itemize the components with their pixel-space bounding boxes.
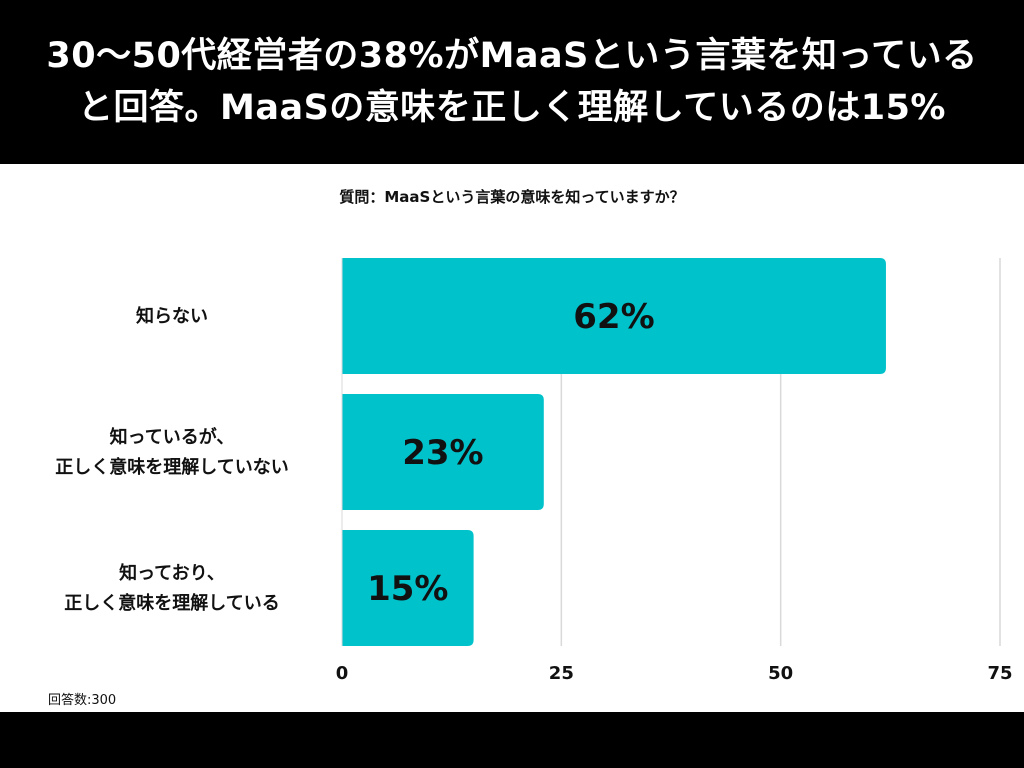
category-label-2-line-1: 正しく意味を理解している bbox=[64, 592, 279, 614]
tick-label-0: 0 bbox=[336, 663, 349, 684]
value-label-1: 23% bbox=[402, 433, 483, 473]
category-label-0-line-0: 知らない bbox=[136, 305, 208, 327]
bar-2 bbox=[342, 530, 474, 646]
tick-label-50: 50 bbox=[768, 663, 793, 684]
value-label-2: 15% bbox=[367, 569, 448, 609]
bar-1 bbox=[342, 394, 544, 510]
title-line-2: と回答。MaaSの意味を正しく理解しているのは15% bbox=[78, 88, 946, 128]
chart-header: 30〜50代経営者の38%がMaaSという言葉を知っている と回答。MaaSの意… bbox=[0, 0, 1024, 164]
value-label-0: 62% bbox=[573, 297, 654, 337]
footer-bar bbox=[0, 712, 1024, 768]
tick-label-75: 75 bbox=[987, 663, 1012, 684]
title-line-1: 30〜50代経営者の38%がMaaSという言葉を知っている bbox=[46, 36, 978, 76]
category-label-0: 知らない bbox=[136, 305, 208, 327]
category-label-2-line-0: 知っており、 bbox=[119, 562, 225, 584]
category-label-1: 知っているが、正しく意味を理解していない bbox=[55, 426, 288, 478]
sample-size: 回答数:300 bbox=[48, 693, 117, 708]
question-text: 質問：MaaSという言葉の意味を知っていますか？ bbox=[339, 188, 685, 206]
category-label-1-line-1: 正しく意味を理解していない bbox=[55, 456, 288, 478]
tick-label-25: 25 bbox=[549, 663, 574, 684]
bar-chart: 0 25 50 75 62% 知らない 23% 知っているが、正しく意味を理解していない 15%… bbox=[55, 258, 1013, 684]
category-label-2: 知っており、正しく意味を理解している bbox=[64, 562, 279, 614]
bar-0 bbox=[342, 258, 886, 374]
category-label-1-line-0: 知っているが、 bbox=[110, 426, 235, 448]
